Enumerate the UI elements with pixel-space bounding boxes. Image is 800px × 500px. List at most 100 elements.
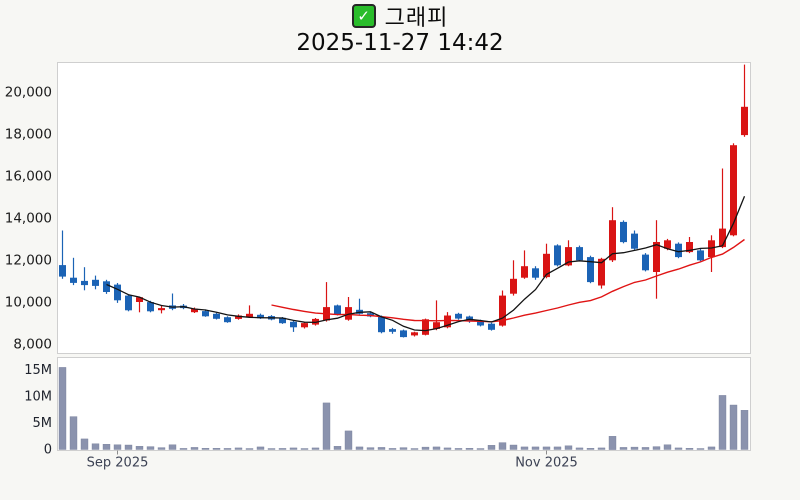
volume-bar bbox=[608, 436, 617, 450]
candle bbox=[730, 145, 737, 236]
volume-bar bbox=[223, 448, 232, 450]
price-tick-label: 12,000 bbox=[5, 252, 52, 268]
candle bbox=[510, 278, 517, 294]
volume-bar bbox=[707, 446, 716, 450]
candle bbox=[246, 313, 253, 318]
candle bbox=[279, 317, 286, 324]
volume-bar bbox=[300, 448, 309, 450]
volume-bar bbox=[674, 447, 683, 450]
volume-tick-label: 5M bbox=[33, 416, 53, 431]
page-title: 그래피 bbox=[384, 5, 449, 31]
candle bbox=[488, 323, 495, 330]
candle bbox=[642, 254, 649, 271]
candle bbox=[466, 316, 473, 321]
candle bbox=[257, 314, 264, 319]
volume-bar bbox=[575, 447, 584, 450]
volume-bar bbox=[256, 446, 265, 450]
volume-bar bbox=[454, 448, 463, 450]
candle bbox=[653, 242, 660, 272]
volume-bar bbox=[729, 404, 738, 450]
volume-tick-label: 0 bbox=[44, 443, 52, 458]
candle bbox=[400, 330, 407, 338]
volume-bar bbox=[333, 446, 342, 450]
volume-pane bbox=[57, 357, 751, 451]
volume-bar bbox=[531, 446, 540, 450]
volume-bar bbox=[553, 446, 562, 450]
candle bbox=[290, 321, 297, 328]
volume-bar bbox=[179, 448, 188, 450]
volume-bar bbox=[102, 444, 111, 450]
candle bbox=[235, 315, 242, 319]
candle bbox=[598, 258, 605, 286]
price-tick-label: 16,000 bbox=[5, 168, 52, 184]
candle bbox=[378, 316, 385, 333]
volume-bar bbox=[322, 402, 331, 450]
candle bbox=[719, 228, 726, 248]
candle bbox=[59, 265, 66, 277]
volume-bar bbox=[267, 448, 276, 450]
volume-bar bbox=[685, 448, 694, 450]
title-row: ✓ 그래피 bbox=[0, 2, 800, 31]
volume-bar bbox=[388, 448, 397, 450]
volume-bar bbox=[168, 444, 177, 450]
candle bbox=[477, 320, 484, 326]
volume-bar bbox=[366, 447, 375, 450]
volume-bar bbox=[465, 448, 474, 450]
candle bbox=[345, 307, 352, 320]
candle bbox=[334, 305, 341, 315]
candle bbox=[103, 281, 110, 292]
volume-bars bbox=[58, 367, 749, 450]
volume-bar bbox=[135, 446, 144, 450]
volume-bar bbox=[344, 430, 353, 450]
volume-bar bbox=[69, 416, 78, 450]
candle bbox=[554, 245, 561, 266]
candle bbox=[587, 257, 594, 283]
candle bbox=[92, 279, 99, 286]
volume-bar bbox=[289, 447, 298, 450]
ma5-line bbox=[106, 195, 746, 332]
price-tick-label: 8,000 bbox=[13, 336, 52, 352]
volume-bar bbox=[586, 448, 595, 450]
candle bbox=[455, 313, 462, 319]
price-axis: 8,000 10,000 12,000 14,000 16,000 18,000 20,00… bbox=[5, 84, 52, 352]
volume-bar bbox=[487, 445, 496, 450]
candle bbox=[708, 240, 715, 258]
volume-bar bbox=[355, 446, 364, 450]
volume-bar bbox=[421, 446, 430, 450]
candle bbox=[125, 295, 132, 311]
candle bbox=[609, 220, 616, 261]
candle bbox=[191, 308, 198, 313]
candle bbox=[444, 315, 451, 328]
volume-bar bbox=[443, 447, 452, 450]
candle bbox=[697, 250, 704, 261]
volume-tick-label: 10M bbox=[24, 390, 52, 405]
candle bbox=[136, 297, 143, 302]
volume-bar bbox=[641, 447, 650, 450]
volume-bar bbox=[663, 444, 672, 450]
price-tick-label: 10,000 bbox=[5, 294, 52, 310]
candle bbox=[565, 247, 572, 266]
volume-bar bbox=[718, 395, 727, 450]
candle bbox=[741, 106, 748, 136]
candle bbox=[675, 243, 682, 258]
volume-bar bbox=[377, 447, 386, 450]
volume-bar bbox=[212, 448, 221, 450]
candle bbox=[147, 302, 154, 312]
candle bbox=[664, 240, 671, 249]
price-tick-label: 18,000 bbox=[5, 126, 52, 142]
candle bbox=[532, 268, 539, 278]
checked-checkbox-icon[interactable]: ✓ bbox=[351, 3, 376, 28]
candle bbox=[631, 233, 638, 249]
date-tick-label: Sep 2025 bbox=[87, 456, 149, 471]
volume-bar bbox=[696, 448, 705, 450]
candle bbox=[576, 247, 583, 261]
volume-bar bbox=[278, 448, 287, 450]
candle bbox=[224, 317, 231, 323]
candle bbox=[70, 277, 77, 283]
volume-bar bbox=[399, 447, 408, 450]
volume-bar bbox=[432, 446, 441, 450]
candle bbox=[620, 221, 627, 243]
date-tick-label: Nov 2025 bbox=[515, 456, 578, 471]
candles bbox=[59, 64, 748, 338]
